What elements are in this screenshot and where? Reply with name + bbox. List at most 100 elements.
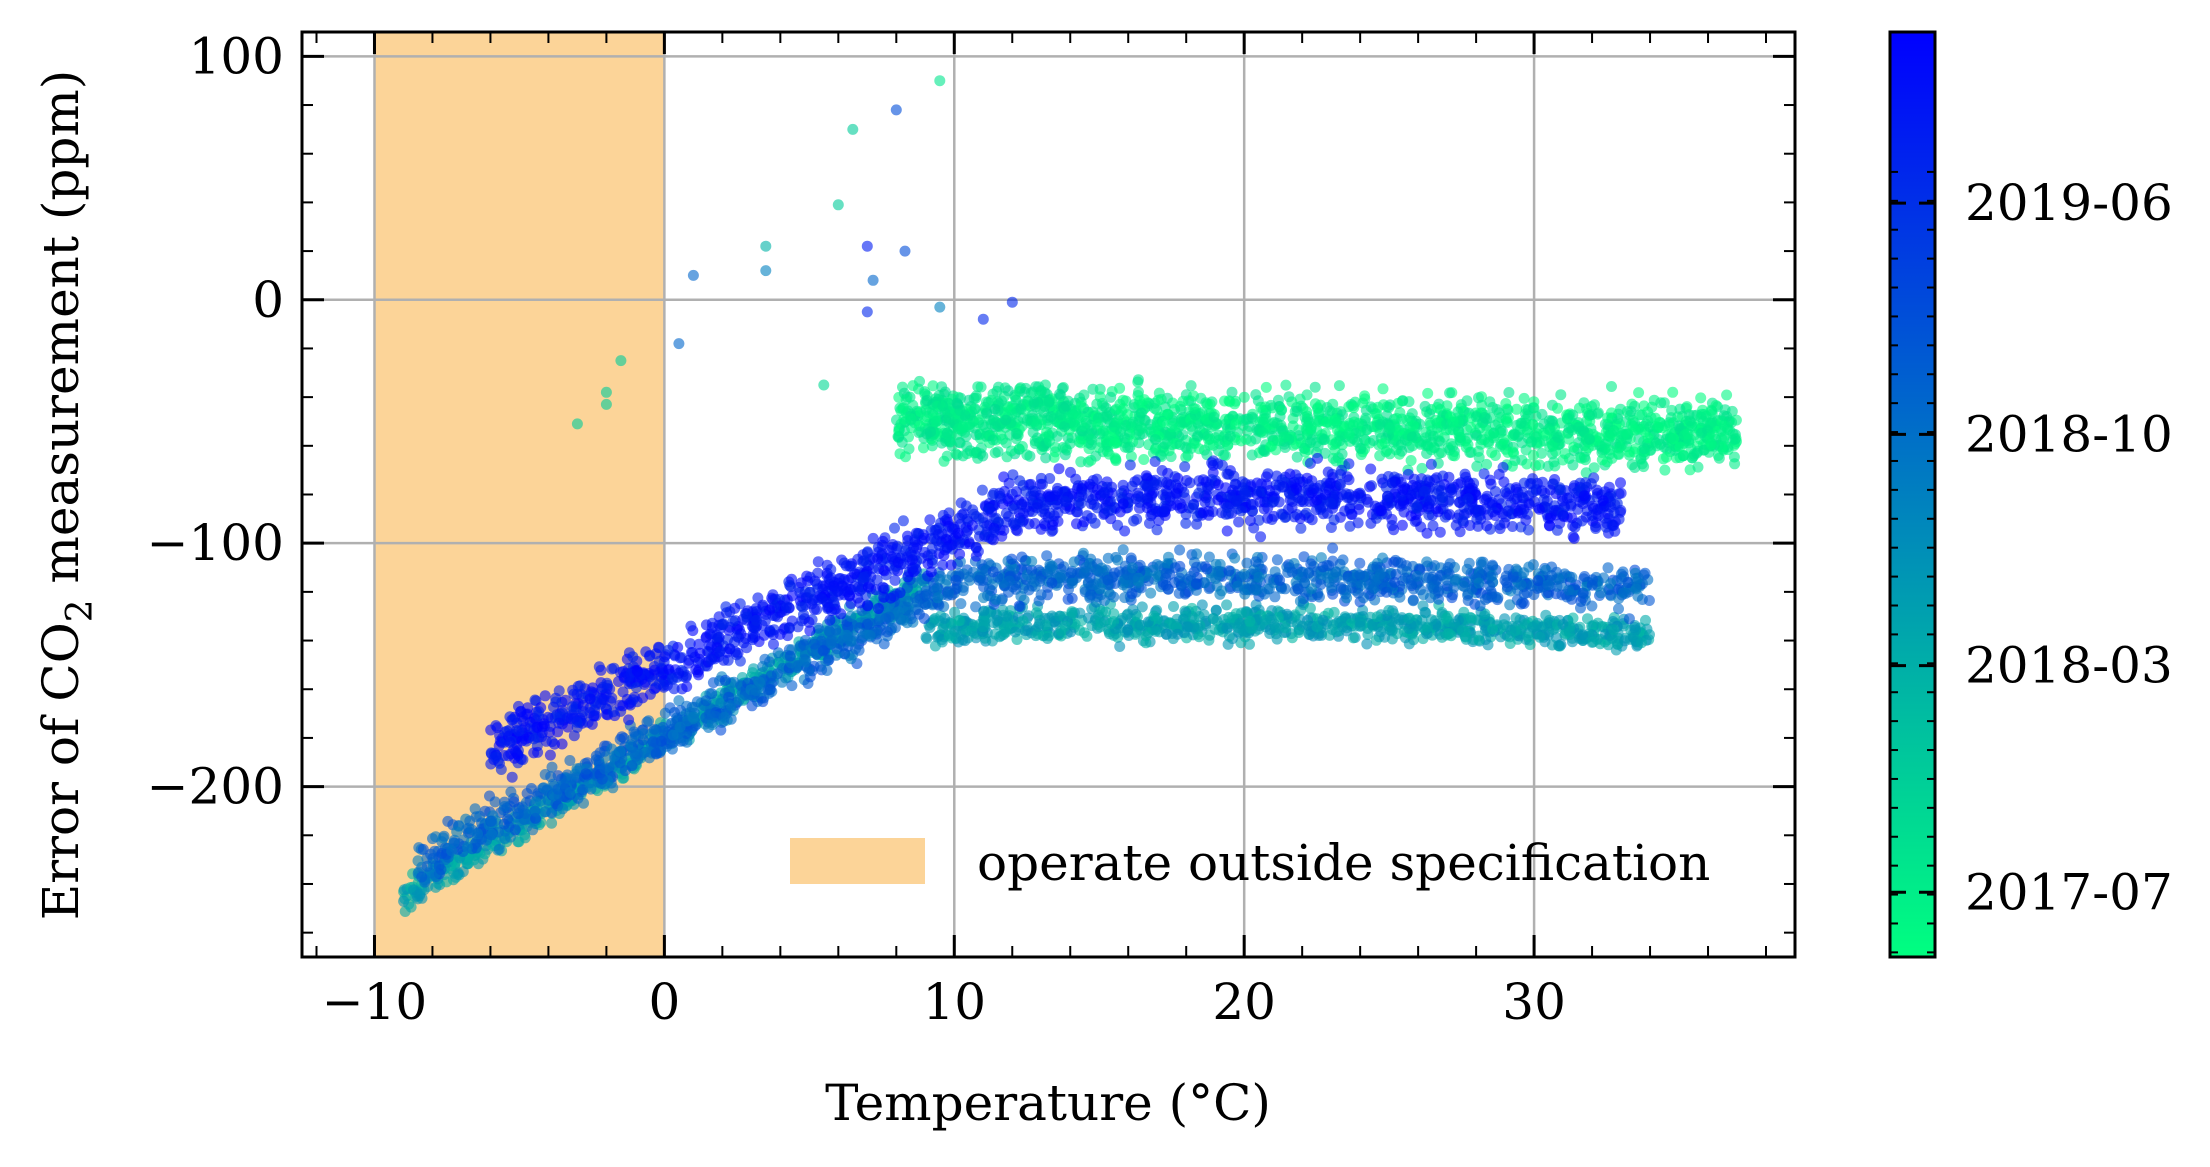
- point-2017-07: [1708, 429, 1720, 441]
- point-2018-10: [1354, 557, 1366, 569]
- point-2018-03: [1122, 624, 1134, 636]
- point-2017-07: [1419, 400, 1431, 412]
- point-2017-07: [1330, 455, 1342, 467]
- point-2018-03: [519, 832, 531, 844]
- point-2017-07: [1430, 414, 1442, 426]
- point-2019-06: [1179, 461, 1191, 473]
- point-2018-03: [1009, 626, 1021, 638]
- point-2018-10: [650, 737, 662, 749]
- point-2018-03: [1411, 620, 1423, 632]
- point-2017-07: [975, 381, 987, 393]
- point-2018-03: [1403, 613, 1415, 624]
- point-2018-10: [664, 702, 676, 714]
- point-2017-07: [1103, 448, 1115, 460]
- point-2017-07: [1718, 431, 1730, 443]
- point-2018-03: [1221, 599, 1233, 611]
- point-2017-07: [1280, 379, 1292, 391]
- point-2018-10: [1619, 588, 1631, 599]
- point-2018-03: [1140, 637, 1152, 649]
- point-2019-06: [1089, 517, 1101, 529]
- point-2018-10: [1613, 603, 1624, 615]
- point-2018-10: [982, 590, 993, 601]
- point-2017-07: [1048, 451, 1060, 463]
- point-2018-10: [1092, 565, 1104, 577]
- point-2017-07: [1348, 402, 1360, 414]
- point-2017-07: [1224, 430, 1236, 442]
- point-2018-10: [765, 670, 777, 682]
- point-2018-10: [1377, 552, 1389, 564]
- point-2017-07: [1695, 392, 1707, 404]
- point-2018-10: [1518, 567, 1530, 579]
- point-2017-07: [1682, 428, 1694, 440]
- point-2017-07: [918, 442, 929, 454]
- point-2017-07: [1705, 404, 1717, 416]
- point-2018-10: [1191, 561, 1203, 573]
- point-2018-10: [1229, 552, 1241, 564]
- point-2018-10: [1479, 594, 1491, 605]
- point-2018-03: [1354, 616, 1366, 628]
- point-2018-03: [1553, 640, 1565, 651]
- point-2018-10: [675, 705, 687, 716]
- point-2018-10: [1546, 570, 1558, 581]
- point-2017-07: [1721, 421, 1733, 433]
- point-2018-03: [1487, 623, 1499, 635]
- point-2017-07: [1377, 383, 1389, 395]
- point-2017-07: [1091, 398, 1103, 410]
- point-2017-07: [1447, 450, 1459, 461]
- point-2017-07: [1174, 400, 1186, 412]
- point-2017-07: [1441, 400, 1453, 412]
- point-2017-07: [1250, 433, 1262, 445]
- point-2018-03: [1304, 602, 1316, 614]
- point-2017-07: [1473, 392, 1484, 404]
- point-2018-10: [1110, 551, 1122, 563]
- point-2018-10: [1563, 584, 1575, 596]
- point-2018-10: [842, 633, 854, 645]
- point-2018-03: [1270, 622, 1282, 634]
- point-2018-03: [1465, 612, 1477, 624]
- point-2017-07: [1250, 389, 1262, 401]
- point-2017-07: [1257, 427, 1269, 439]
- point-2018-10: [1068, 556, 1080, 568]
- point-2017-07: [900, 394, 912, 406]
- point-2017-07: [1559, 448, 1571, 460]
- point-2018-10: [1190, 578, 1202, 590]
- point-2018-03: [1031, 607, 1042, 619]
- point-2018-10: [1127, 562, 1138, 574]
- point-2017-07: [1135, 407, 1147, 419]
- point-2017-07: [1185, 380, 1197, 392]
- point-2018-03: [1207, 613, 1219, 625]
- point-2018-10: [1368, 582, 1380, 594]
- point-2018-10: [1173, 587, 1185, 599]
- point-2018-10: [870, 627, 882, 639]
- point-2018-03: [1443, 628, 1455, 640]
- point-2017-07: [1367, 435, 1379, 446]
- point-2018-10: [1337, 554, 1349, 566]
- point-2018-03: [931, 631, 943, 643]
- point-2018-10: [529, 805, 541, 817]
- point-2018-03: [1017, 615, 1029, 627]
- point-2017-07: [895, 405, 907, 416]
- point-2018-10: [1006, 553, 1018, 565]
- point-2018-10: [1102, 574, 1114, 586]
- point-2019-06: [1053, 463, 1065, 475]
- point-2018-10: [883, 611, 895, 623]
- point-2017-07: [1486, 447, 1498, 458]
- point-2019-06: [1365, 463, 1377, 475]
- plot-area: [300, 30, 1797, 959]
- point-2018-10: [1623, 613, 1635, 625]
- point-2017-07: [1507, 446, 1519, 458]
- point-2017-07: [1493, 407, 1505, 419]
- point-2017-07: [1149, 434, 1161, 445]
- point-2018-10: [505, 786, 517, 798]
- point-2017-07: [1401, 414, 1413, 426]
- point-2018-10: [519, 808, 531, 819]
- point-2018-10: [1034, 575, 1046, 587]
- point-2017-07: [1648, 394, 1660, 406]
- point-2018-10: [498, 818, 510, 830]
- point-2017-07: [1361, 424, 1373, 436]
- point-2018-10: [1145, 587, 1157, 599]
- point-2018-10: [1259, 588, 1270, 600]
- point-2018-10: [1389, 576, 1401, 588]
- point-2017-07: [1522, 404, 1534, 416]
